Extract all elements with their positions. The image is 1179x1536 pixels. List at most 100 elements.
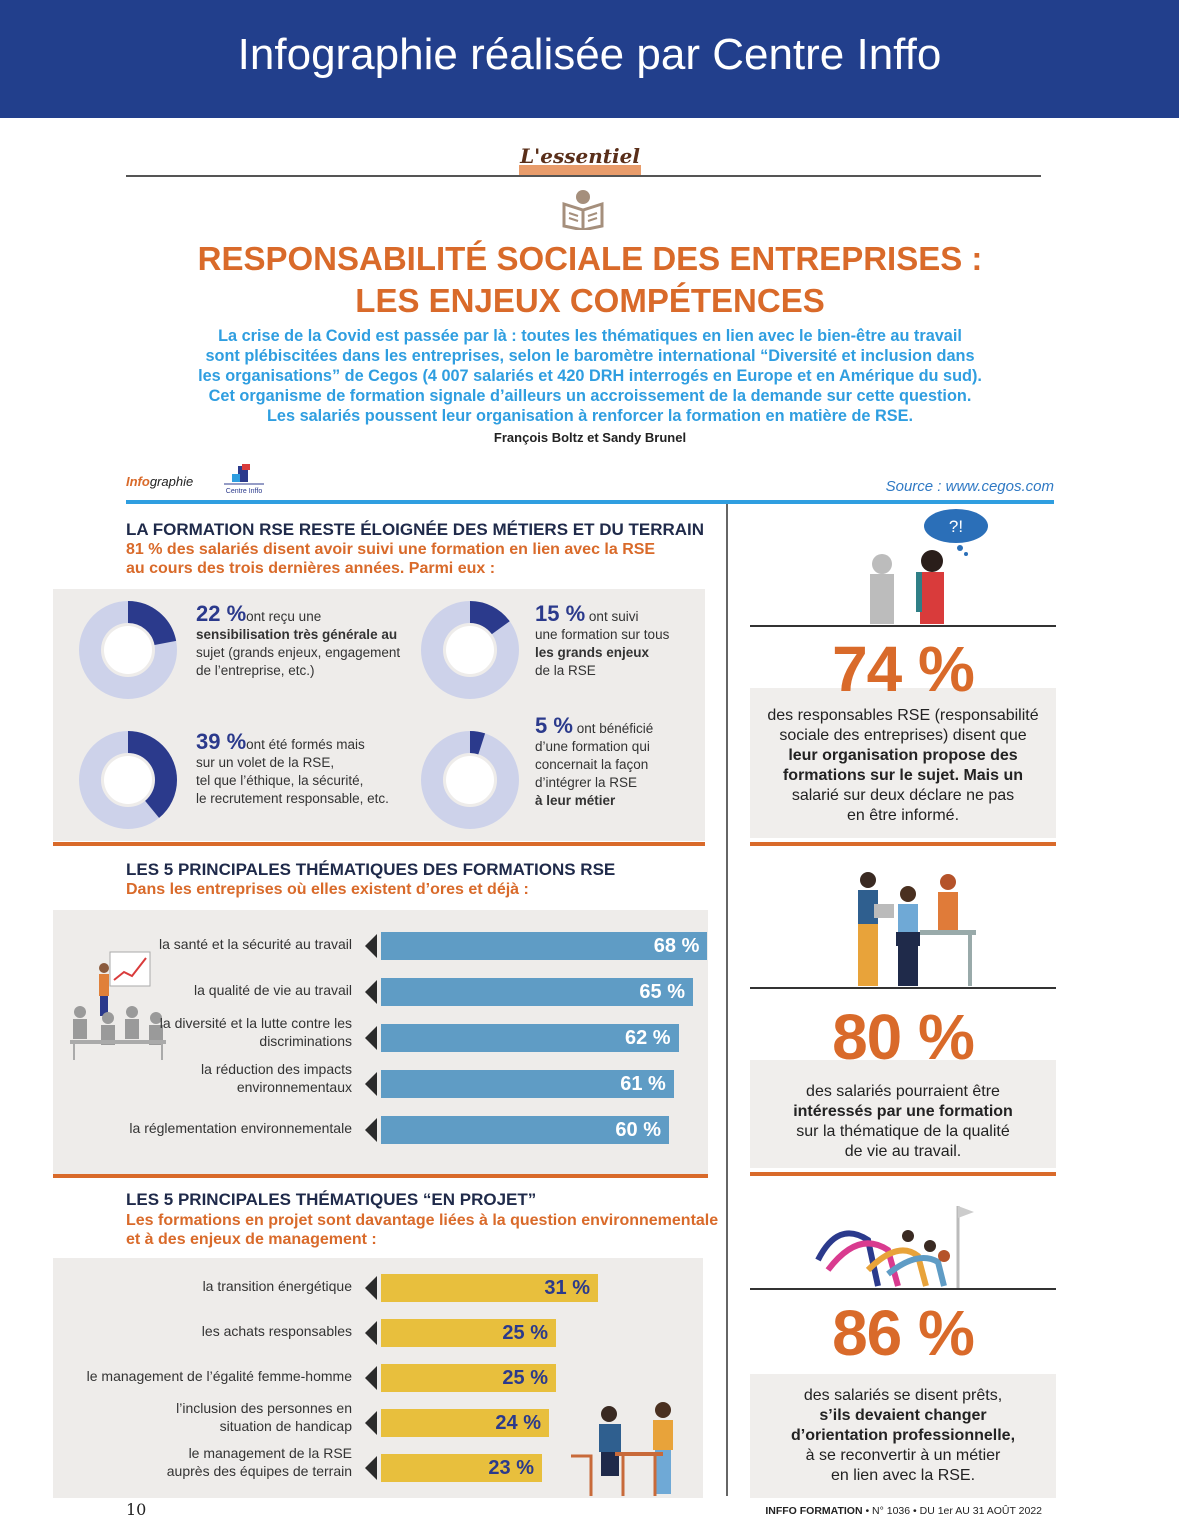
donut-hole — [446, 756, 494, 804]
stat-line: sur la thématique de la qualité — [796, 1123, 1010, 1140]
bar-label: la santé et la sécurité au travail — [159, 936, 352, 952]
donut-percent: 39 % — [196, 729, 247, 754]
donut-chart — [421, 601, 519, 699]
donut-line: tel que l’éthique, la sécurité, — [196, 773, 364, 788]
bar: 62 % — [381, 1024, 679, 1052]
bar-value: 65 % — [639, 981, 685, 1003]
bar-label: la réglementation environnementale — [129, 1120, 352, 1136]
section-label-underline — [519, 165, 641, 175]
rule — [750, 1288, 1056, 1290]
bar: 24 % — [381, 1409, 549, 1437]
donut-line: sur un volet de la RSE, — [196, 755, 335, 770]
donut-segment — [421, 731, 519, 829]
bar-arrow-icon — [365, 1456, 377, 1480]
donut-line: ont suivi — [588, 609, 639, 624]
section2-title: LES 5 PRINCIPALES THÉMATIQUES DES FORMAT… — [126, 860, 616, 879]
section3-subtitle-line: et à des enjeux de management : — [126, 1231, 377, 1248]
magazine-name: INFFO FORMATION — [765, 1505, 863, 1517]
section-divider — [750, 842, 1056, 846]
bar-value: 31 % — [544, 1277, 590, 1299]
stat-box — [750, 1060, 1056, 1168]
stat-line: leur organisation propose des — [750, 746, 1056, 766]
bar: 60 % — [381, 1116, 669, 1144]
main-title-line1: RESPONSABILITÉ SOCIALE DES ENTREPRISES : — [197, 240, 983, 277]
section1-subtitle: 81 % des salariés disent avoir suivi une… — [126, 540, 655, 578]
bar: 68 % — [381, 932, 708, 960]
bar-label: la transition énergétique — [202, 1278, 352, 1294]
donut-line: ont bénéficié — [576, 721, 654, 736]
authors: François Boltz et Sandy Brunel — [493, 430, 687, 445]
banner-title: Infographie réalisée par Centre Inffo — [237, 30, 942, 79]
section3-subtitle: Les formations en projet sont davantage … — [126, 1211, 718, 1249]
intro-paragraph: La crise de la Covid est passée par là :… — [150, 326, 1030, 426]
donut-line: ont été formés mais — [246, 737, 365, 752]
donut-line: ont reçu une — [246, 609, 322, 624]
donut-text: 39 %ont été formés mais sur un volet de … — [196, 731, 416, 808]
stat-line-bold: d’orientation professionnelle, — [790, 1427, 1016, 1444]
donut-line: de l’entreprise, etc.) — [196, 663, 315, 678]
donut-line: les grands enjeux — [535, 645, 650, 660]
donut-segment — [79, 601, 177, 699]
team-illustration-icon — [858, 872, 976, 986]
section-divider — [750, 1172, 1056, 1176]
top-divider — [126, 175, 1041, 177]
stat-line: formations sur le sujet. Mais un — [750, 766, 1056, 786]
stat-line-bold: intéressés par une formation — [793, 1103, 1013, 1120]
bar-value: 25 % — [502, 1367, 548, 1389]
bar-arrow-icon — [365, 1118, 377, 1142]
bar-label: le management de l’égalité femme-homme — [86, 1368, 352, 1384]
donut-chart — [79, 601, 177, 699]
bar-value: 62 % — [625, 1027, 671, 1049]
stat-box — [750, 688, 1056, 838]
donut-line: une formation sur tous — [535, 627, 670, 642]
blue-divider — [126, 500, 1054, 504]
bar: 25 % — [381, 1364, 556, 1392]
bar: 61 % — [381, 1070, 674, 1098]
infographie-label-rest: graphie — [149, 474, 194, 489]
bar-label: le management de la RSE auprès des équip… — [166, 1445, 352, 1479]
stat-line: intéressés par une formation — [750, 1102, 1056, 1122]
donut-text: 5 % ont bénéficié d’une formation qui co… — [535, 715, 695, 810]
infographie-label-bold: Info — [126, 474, 150, 489]
bar: 65 % — [381, 978, 693, 1006]
stat-number: 74 % — [832, 633, 975, 705]
issue-info: • N° 1036 • DU 1er AU 31 AOÛT 2022 — [862, 1505, 1042, 1517]
intro-line: sont plébiscitées dans les entreprises, … — [205, 347, 975, 365]
bar-arrow-icon — [365, 1411, 377, 1435]
rule — [750, 987, 1056, 989]
stat-box — [750, 1374, 1056, 1498]
donut-percent: 5 % — [535, 713, 573, 738]
donut-percent: 22 % — [196, 601, 247, 626]
top-banner — [0, 0, 1179, 118]
infographie-label: Infographie — [126, 474, 193, 489]
bar-arrow-icon — [365, 980, 377, 1004]
meeting-illustration-icon — [70, 951, 166, 1060]
donut-segment — [79, 731, 177, 829]
section1-subtitle-line: 81 % des salariés disent avoir suivi une… — [126, 541, 656, 558]
bar-arrow-icon — [365, 1366, 377, 1390]
open-book-icon — [562, 190, 604, 230]
stat-text: des responsables RSE (responsabilité soc… — [750, 706, 1056, 826]
donut-segment — [421, 601, 519, 699]
rule — [750, 625, 1056, 627]
bar-label: la diversité et la lutte contre les disc… — [159, 1015, 352, 1049]
stat-line: à se reconvertir à un métier — [805, 1447, 1001, 1464]
bar-label: l’inclusion des personnes en situation d… — [176, 1400, 352, 1434]
bar-value: 23 % — [488, 1457, 534, 1479]
donut-chart — [79, 731, 177, 829]
question-bubble: ?! — [949, 517, 963, 536]
intro-line: les organisations” de Cegos (4 007 salar… — [198, 367, 982, 385]
thinking-woman-illustration-icon: ?! — [870, 509, 988, 624]
bar: 25 % — [381, 1319, 556, 1347]
donut-line: d’une formation qui — [535, 739, 650, 754]
donut-line: sensibilisation très générale au — [196, 627, 398, 642]
donut-hole — [446, 626, 494, 674]
stat-text: des salariés pourraient être intéressés … — [750, 1082, 1056, 1162]
intro-line: La crise de la Covid est passée par là :… — [218, 327, 962, 345]
bar-label: la réduction des impacts environnementau… — [201, 1061, 352, 1095]
stat-line-bold: formations sur le sujet. Mais un — [782, 767, 1024, 784]
donut-line: concernait la façon — [535, 757, 649, 772]
donut-chart — [421, 731, 519, 829]
bar: 31 % — [381, 1274, 598, 1302]
bar-arrow-icon — [365, 934, 377, 958]
